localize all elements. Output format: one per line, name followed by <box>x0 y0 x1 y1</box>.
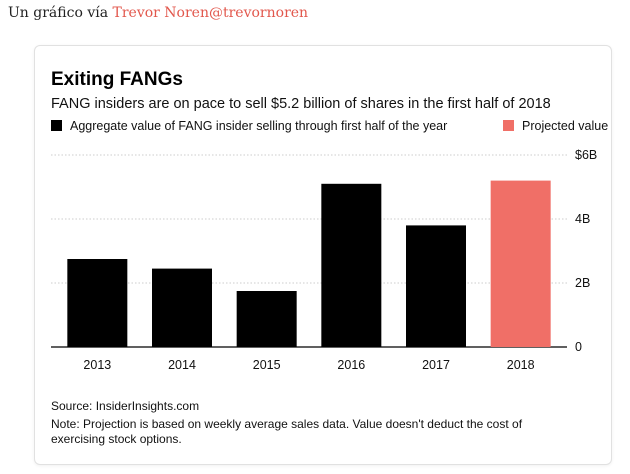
note-line-2: exercising stock options. <box>51 432 182 446</box>
chart-subtitle: FANG insiders are on pace to sell $5.2 b… <box>51 96 551 112</box>
y-tick-label: 2B <box>575 276 590 290</box>
legend: Aggregate value of FANG insider selling … <box>51 119 608 133</box>
x-tick-label: 2013 <box>83 358 111 372</box>
bar-2014 <box>152 268 212 347</box>
legend-label-projected: Projected value <box>522 119 608 133</box>
y-tick-label: $6B <box>575 148 597 162</box>
bar-2018 <box>490 180 551 347</box>
chart-card: Exiting FANGs FANG insiders are on pace … <box>34 45 612 465</box>
legend-label-actual: Aggregate value of FANG insider selling … <box>70 119 447 133</box>
x-tick-label: 2017 <box>422 358 450 372</box>
y-tick-label: 4B <box>575 212 590 226</box>
note-line-1: Note: Projection is based on weekly aver… <box>51 417 523 431</box>
x-tick-label: 2018 <box>507 358 535 372</box>
x-tick-label: 2015 <box>253 358 281 372</box>
y-tick-labels: 0 2B 4B $6B <box>575 148 597 354</box>
bars <box>67 180 551 347</box>
x-tick-labels: 2013 2014 2015 2016 2017 2018 <box>83 358 534 372</box>
x-tick-label: 2014 <box>168 358 196 372</box>
author-link[interactable]: Trevor Noren <box>112 5 209 21</box>
bar-2013 <box>67 259 128 347</box>
bar-2015 <box>236 291 297 347</box>
legend-swatch-projected <box>503 120 514 131</box>
source-text: Source: InsiderInsights.com <box>51 399 199 413</box>
chart-svg: Exiting FANGs FANG insiders are on pace … <box>51 69 608 446</box>
x-tick-label: 2016 <box>337 358 365 372</box>
legend-swatch-actual <box>51 120 62 131</box>
caption: Un gráfico vía Trevor Noren@trevornoren <box>8 5 308 21</box>
bar-2017 <box>406 225 466 347</box>
bar-2016 <box>321 183 382 347</box>
gridlines <box>51 154 567 348</box>
chart-title: Exiting FANGs <box>51 69 183 90</box>
caption-prefix: Un gráfico vía <box>8 5 109 21</box>
handle-link[interactable]: @trevornoren <box>208 5 309 21</box>
y-tick-label: 0 <box>575 340 582 354</box>
